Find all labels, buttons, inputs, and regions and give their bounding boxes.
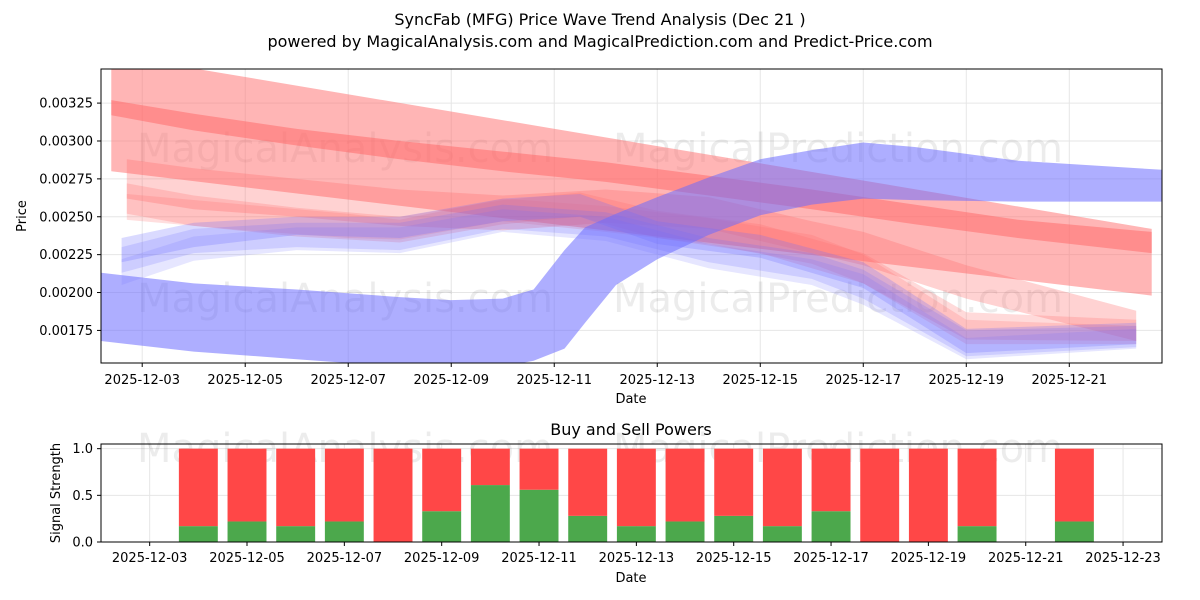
price-y-axis: 0.00175 0.00200 0.00225 0.00250 0.00275 0.003… bbox=[39, 97, 101, 339]
price-x-tick-label: 2025-12-09 bbox=[413, 373, 489, 388]
price-x-tick-label: 2025-12-05 bbox=[207, 373, 283, 388]
sell-bar bbox=[665, 448, 705, 522]
price-x-tick-label: 2025-12-21 bbox=[1032, 373, 1108, 388]
buy-bar bbox=[178, 526, 218, 542]
signal-y-axis-label: Signal Strength bbox=[49, 443, 64, 543]
buy-bar bbox=[276, 526, 316, 542]
signal-y-tick-label: 0.5 bbox=[72, 489, 93, 504]
signal-x-tick-label: 2025-12-09 bbox=[404, 551, 480, 566]
price-plot-frame bbox=[100, 68, 1163, 364]
signal-x-tick-label: 2025-12-05 bbox=[209, 551, 285, 566]
price-y-tick-label: 0.00325 bbox=[39, 97, 93, 112]
price-y-tick-label: 0.00225 bbox=[39, 248, 93, 263]
signal-x-tick-label: 2025-12-17 bbox=[793, 551, 869, 566]
price-y-tick-label: 0.00250 bbox=[39, 210, 93, 225]
sell-bar bbox=[470, 448, 510, 486]
sell-bar bbox=[616, 448, 656, 527]
price-bands bbox=[101, 69, 1162, 363]
buy-bar bbox=[519, 489, 559, 542]
buy-bar bbox=[568, 515, 608, 542]
signal-x-tick-label: 2025-12-07 bbox=[307, 551, 383, 566]
buy-bar bbox=[714, 515, 754, 542]
chart-title: SyncFab (MFG) Price Wave Trend Analysis … bbox=[394, 10, 805, 29]
signal-plot-frame bbox=[100, 443, 1163, 543]
buy-bar bbox=[811, 511, 851, 542]
price-x-axis: 2025-12-03 2025-12-05 2025-12-07 2025-12-09… bbox=[104, 363, 1107, 388]
sell-bar bbox=[178, 448, 218, 527]
price-y-tick-label: 0.00300 bbox=[39, 134, 93, 149]
sell-bar bbox=[908, 448, 948, 542]
price-band-blue-band-1 bbox=[121, 194, 1137, 354]
signal-x-tick-label: 2025-12-21 bbox=[988, 551, 1064, 566]
price-x-tick-label: 2025-12-17 bbox=[825, 373, 901, 388]
signal-y-tick-label: 0.0 bbox=[72, 536, 93, 551]
sell-bar bbox=[276, 448, 316, 527]
sell-bar bbox=[568, 448, 608, 516]
price-y-tick-label: 0.00175 bbox=[39, 324, 93, 339]
buy-bar bbox=[470, 485, 510, 542]
signal-panel-title: Buy and Sell Powers bbox=[550, 420, 712, 439]
signal-y-tick-label: 1.0 bbox=[72, 442, 93, 457]
price-panel: MagicalAnalysis.com MagicalPrediction.co… bbox=[15, 68, 1163, 407]
price-x-tick-label: 2025-12-19 bbox=[929, 373, 1005, 388]
price-x-axis-label: Date bbox=[615, 392, 646, 407]
price-y-tick-label: 0.00200 bbox=[39, 286, 93, 301]
buy-bar bbox=[762, 526, 802, 542]
sell-bar bbox=[860, 448, 900, 542]
sell-bar bbox=[324, 448, 364, 522]
signal-x-axis: 2025-12-03 2025-12-05 2025-12-07 2025-12-09… bbox=[112, 542, 1161, 566]
buy-bar bbox=[616, 526, 656, 542]
sell-bar bbox=[957, 448, 997, 527]
signal-y-axis: 0.0 0.5 1.0 bbox=[72, 442, 101, 551]
signal-x-tick-label: 2025-12-19 bbox=[891, 551, 967, 566]
price-x-tick-label: 2025-12-11 bbox=[516, 373, 592, 388]
sell-bar bbox=[227, 448, 267, 522]
signal-x-tick-label: 2025-12-23 bbox=[1085, 551, 1161, 566]
price-band-red-band-2 bbox=[126, 183, 1137, 341]
price-x-tick-label: 2025-12-13 bbox=[619, 373, 695, 388]
signal-x-tick-label: 2025-12-13 bbox=[599, 551, 675, 566]
price-x-tick-label: 2025-12-07 bbox=[310, 373, 386, 388]
signal-x-tick-label: 2025-12-11 bbox=[501, 551, 577, 566]
sell-bar bbox=[762, 448, 802, 527]
signal-x-tick-label: 2025-12-15 bbox=[696, 551, 772, 566]
signal-x-tick-label: 2025-12-03 bbox=[112, 551, 188, 566]
price-x-tick-label: 2025-12-15 bbox=[722, 373, 798, 388]
price-y-axis-label: Price bbox=[15, 200, 30, 232]
buy-bar bbox=[665, 521, 705, 542]
buy-bar bbox=[1054, 521, 1094, 542]
watermark-mid-right: MagicalPrediction.com bbox=[613, 276, 1063, 322]
price-band-blue-band-3 bbox=[121, 209, 1137, 360]
buy-bar bbox=[227, 521, 267, 542]
sell-bar bbox=[519, 448, 559, 490]
buy-bar bbox=[422, 511, 462, 542]
signal-x-axis-label: Date bbox=[615, 571, 646, 586]
sell-bar bbox=[714, 448, 754, 516]
signal-panel: Buy and Sell Powers MagicalAnalysis.com … bbox=[49, 420, 1163, 586]
chart-subtitle: powered by MagicalAnalysis.com and Magic… bbox=[267, 32, 932, 51]
signal-bars bbox=[178, 448, 1094, 542]
price-x-tick-label: 2025-12-03 bbox=[104, 373, 180, 388]
price-band-red-band-1 bbox=[126, 159, 1137, 341]
price-band-red-band-3 bbox=[126, 194, 1137, 345]
buy-bar bbox=[957, 526, 997, 542]
price-band-blue-wave-trend bbox=[101, 142, 1162, 363]
sell-bar bbox=[811, 448, 851, 512]
sell-bar bbox=[1054, 448, 1094, 522]
buy-bar bbox=[324, 521, 364, 542]
sell-bar bbox=[373, 448, 413, 542]
price-band-blue-band-2 bbox=[121, 204, 1137, 357]
sell-bar bbox=[422, 448, 462, 512]
price-band-red-trend-core bbox=[111, 100, 1152, 254]
price-y-tick-label: 0.00275 bbox=[39, 172, 93, 187]
